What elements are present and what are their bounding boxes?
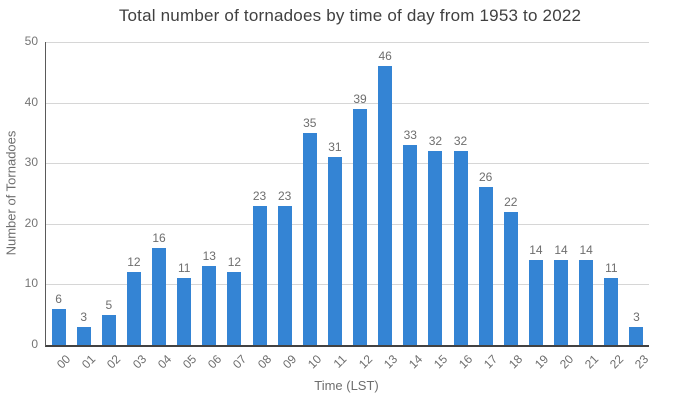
- bar: [327, 157, 342, 345]
- y-tick-label: 20: [24, 215, 38, 230]
- bar: [101, 314, 116, 345]
- bar-value-label: 26: [479, 170, 493, 185]
- x-tick-label: 19: [531, 352, 551, 372]
- bar: [51, 308, 66, 345]
- x-tick-label: 18: [506, 352, 526, 372]
- x-tick-label: 12: [355, 352, 375, 372]
- bar-value-label: 39: [353, 91, 367, 106]
- bar: [428, 151, 443, 345]
- y-tick-label: 50: [24, 34, 38, 48]
- bar-value-label: 6: [55, 291, 62, 306]
- x-tick-label: 04: [154, 352, 174, 372]
- bar-value-label: 32: [428, 134, 443, 149]
- bar-value-label: 14: [579, 243, 593, 258]
- bar: [227, 272, 242, 345]
- y-axis-title: Number of Tornadoes: [3, 130, 19, 256]
- bar: [453, 151, 468, 345]
- bar: [554, 260, 569, 345]
- bar: [579, 260, 594, 345]
- x-tick-label: 03: [129, 352, 149, 372]
- x-tick-label: 07: [229, 352, 250, 372]
- x-tick-label: 09: [280, 352, 300, 372]
- bar: [528, 260, 543, 345]
- bar-value-label: 11: [177, 261, 191, 276]
- x-tick-label: 16: [456, 352, 476, 372]
- bar-value-label: 13: [202, 249, 216, 264]
- bar-value-label: 16: [152, 231, 166, 246]
- bar-value-label: 46: [378, 49, 392, 64]
- bar-value-label: 23: [278, 188, 292, 203]
- x-tick-label: 10: [305, 352, 325, 372]
- bar: [503, 211, 518, 345]
- y-tick-label: 40: [24, 94, 38, 109]
- x-tick-label: 00: [54, 352, 74, 372]
- x-tick-label: 20: [556, 352, 576, 372]
- x-tick-label: 14: [405, 352, 426, 372]
- gridline: [46, 223, 649, 225]
- bar-value-label: 3: [80, 309, 88, 324]
- plot-area: 6 3 5 12 16 11 13 12 23 23 35 31 39 46 33 32 32 26 22 14 14 1…: [45, 42, 649, 347]
- bar-value-label: 14: [529, 243, 543, 258]
- gridline: [46, 42, 649, 43]
- x-tick-label: 08: [255, 352, 275, 372]
- bar: [252, 205, 267, 345]
- x-tick-label: 02: [104, 352, 124, 372]
- bar: [478, 187, 493, 345]
- bar-value-label: 31: [328, 140, 342, 155]
- x-tick-label: 22: [606, 352, 627, 372]
- y-tick-label: 10: [24, 276, 38, 291]
- x-tick-label: 21: [581, 352, 602, 372]
- x-tick-label: 06: [204, 352, 225, 372]
- x-tick-label: 23: [631, 352, 652, 372]
- bar-value-label: 23: [252, 188, 267, 203]
- bar: [302, 132, 317, 345]
- y-tick-label: 30: [24, 155, 38, 170]
- bar: [353, 108, 368, 345]
- gridline: [46, 102, 649, 104]
- x-axis-title: Time (LST): [314, 378, 379, 393]
- x-tick-label: 13: [380, 352, 401, 372]
- bar: [152, 248, 167, 345]
- bar-value-label: 35: [303, 115, 317, 130]
- bar: [629, 326, 644, 345]
- y-tick-label: 0: [31, 337, 38, 351]
- bar: [202, 266, 217, 345]
- bar: [604, 278, 619, 345]
- bar-value-label: 3: [633, 309, 640, 324]
- x-tick-label: 17: [481, 352, 501, 372]
- x-tick-label: 11: [331, 352, 350, 371]
- bar-value-label: 5: [105, 297, 113, 312]
- bar-value-label: 11: [605, 261, 618, 276]
- x-tick-label: 05: [179, 352, 200, 372]
- x-tick-label: 15: [430, 352, 451, 372]
- x-tick-label: 01: [79, 352, 99, 372]
- bar: [378, 66, 393, 345]
- bar: [126, 272, 141, 345]
- bar: [177, 278, 192, 345]
- bar-value-label: 12: [127, 255, 141, 270]
- bar-value-label: 22: [504, 194, 518, 209]
- bar-value-label: 12: [227, 255, 242, 270]
- bar-value-label: 14: [554, 243, 568, 258]
- bar: [403, 145, 418, 345]
- chart-title: Total number of tornadoes by time of day…: [118, 6, 582, 25]
- bar: [277, 205, 292, 345]
- bar: [76, 326, 91, 345]
- gridline: [46, 284, 649, 286]
- bar-value-label: 32: [453, 134, 468, 149]
- gridline: [46, 163, 649, 165]
- bar-value-label: 33: [403, 128, 417, 143]
